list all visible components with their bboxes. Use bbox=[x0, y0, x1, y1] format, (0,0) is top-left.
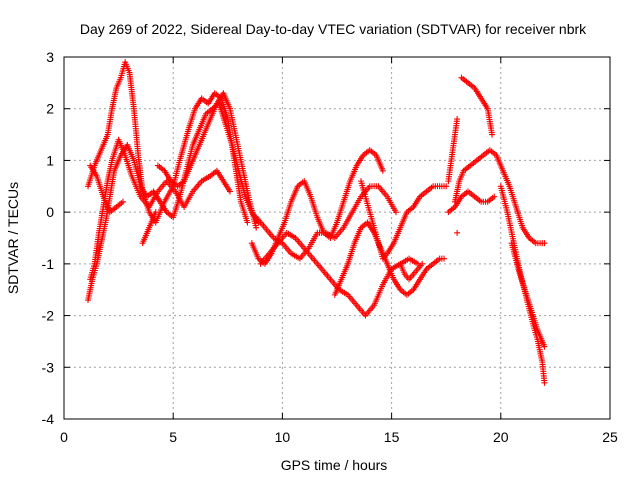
x-tick-label: 10 bbox=[275, 429, 291, 445]
y-tick-label: -3 bbox=[42, 359, 55, 375]
x-tick-label: 15 bbox=[384, 429, 400, 445]
data-point bbox=[379, 167, 386, 174]
y-tick-label: 1 bbox=[46, 152, 54, 168]
data-point bbox=[152, 209, 159, 216]
x-tick-label: 20 bbox=[493, 429, 509, 445]
series-arc-o bbox=[451, 147, 548, 247]
series-arc-g bbox=[248, 147, 386, 267]
x-tick-label: 25 bbox=[602, 429, 618, 445]
y-axis-label: SDTVAR / TECUs bbox=[5, 182, 21, 294]
data-point bbox=[489, 131, 496, 138]
series-arc-h bbox=[253, 183, 399, 262]
data-point bbox=[244, 219, 251, 226]
axis-ticks: 0 5 10 15 20 25 -4 -3 -2 -1 0 1 2 3 bbox=[42, 49, 618, 445]
data-point bbox=[454, 229, 461, 236]
series-arc-i bbox=[257, 229, 421, 319]
x-tick-label: 0 bbox=[60, 429, 68, 445]
series-arc-s bbox=[454, 229, 461, 236]
series-arc-j bbox=[331, 219, 448, 298]
series-arc-l bbox=[397, 260, 426, 283]
series-arc-d bbox=[87, 162, 126, 216]
series-arc-n bbox=[458, 74, 496, 138]
data-point bbox=[253, 224, 260, 231]
data-point bbox=[119, 198, 126, 205]
data-point bbox=[541, 240, 548, 247]
y-tick-label: 3 bbox=[46, 49, 54, 65]
data-markers bbox=[85, 59, 548, 386]
y-tick-label: -1 bbox=[42, 256, 55, 272]
data-point bbox=[541, 379, 548, 386]
x-axis-label: GPS time / hours bbox=[281, 457, 388, 473]
data-point bbox=[541, 343, 548, 350]
series-arc-e bbox=[154, 90, 260, 231]
data-point bbox=[491, 193, 498, 200]
data-point bbox=[441, 255, 448, 262]
series-arc-k bbox=[358, 178, 450, 262]
data-point bbox=[443, 183, 450, 190]
plot-frame bbox=[63, 56, 611, 420]
series-arc-r bbox=[508, 240, 548, 350]
x-tick-label: 5 bbox=[169, 429, 177, 445]
data-point bbox=[226, 188, 233, 195]
series-arc-p bbox=[445, 188, 498, 216]
series-arc-c bbox=[87, 136, 233, 283]
data-point bbox=[419, 260, 426, 267]
data-point bbox=[392, 209, 399, 216]
y-tick-label: 0 bbox=[46, 204, 54, 220]
data-point bbox=[454, 116, 461, 123]
chart-title: Day 269 of 2022, Sidereal Day-to-day VTE… bbox=[80, 21, 587, 37]
series-arc-f bbox=[139, 209, 159, 247]
y-tick-label: 2 bbox=[46, 101, 54, 117]
y-tick-label: -4 bbox=[42, 411, 55, 427]
y-tick-label: -2 bbox=[42, 308, 55, 324]
series-arc-m bbox=[445, 116, 461, 185]
